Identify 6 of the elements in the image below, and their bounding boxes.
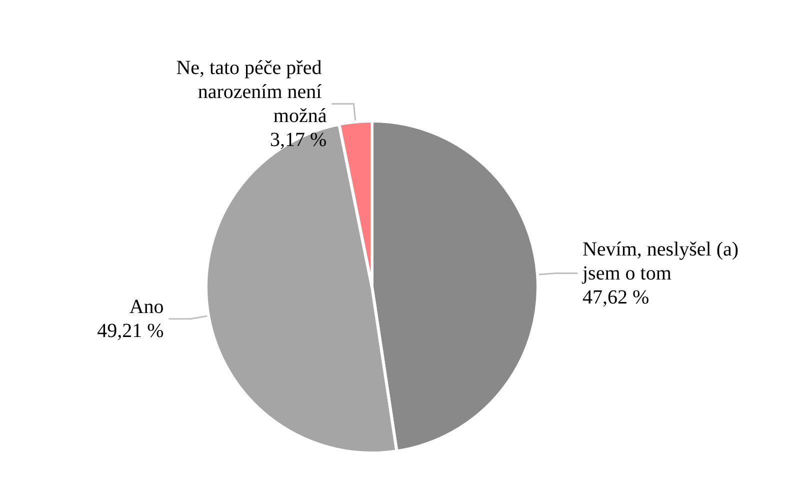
data-label: 47,62 %: [582, 286, 650, 308]
slice-label: Ano: [129, 296, 164, 318]
data-label: 49,21 %: [97, 320, 164, 342]
slice-label: Ne, tato péče před narozením není možná: [176, 56, 327, 127]
slice-label: Nevím, neslyšel (a) jsem o tom: [581, 238, 744, 284]
data-label: 3,17 %: [270, 128, 327, 151]
